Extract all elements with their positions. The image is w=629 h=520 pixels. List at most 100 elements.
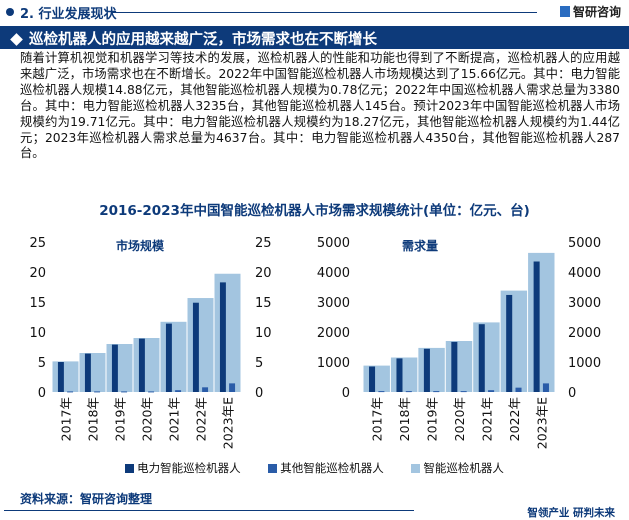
x-tick: 2018年: [397, 397, 412, 441]
x-tick: 2020年: [140, 397, 155, 441]
x-tick: 2023年E: [221, 397, 236, 449]
y-tick-left: 20: [29, 266, 46, 281]
body-paragraph: 随着计算机视觉和机器学习等技术的发展，巡检机器人的性能和功能也得到了不断提高，巡…: [20, 51, 620, 161]
y-tick-left: 2000: [317, 326, 350, 341]
logo-icon: [559, 6, 570, 17]
section-header: 2. 行业发展现状 智研咨询: [0, 0, 629, 24]
bar-other: [121, 391, 128, 393]
x-tick: 2017年: [59, 397, 74, 441]
y-tick-right: 3000: [568, 296, 601, 311]
x-tick: 2019年: [425, 397, 440, 441]
y-tick-right: 0: [255, 386, 263, 401]
y-tick-right: 5000: [568, 236, 601, 251]
bar-other: [460, 391, 467, 393]
bar-total: [418, 347, 445, 392]
x-tick: 2019年: [113, 397, 128, 441]
y-tick-right: 4000: [568, 266, 601, 281]
bar-other: [378, 391, 385, 393]
footer-divider: [4, 510, 414, 511]
y-tick-left: 4000: [317, 266, 350, 281]
legend-item-total: 智能巡检机器人: [411, 461, 504, 475]
chart-title: 2016-2023年中国智能巡检机器人市场需求规模统计(单位：亿元、台): [99, 203, 530, 219]
y-tick-left: 5: [38, 356, 46, 371]
y-tick-left: 3000: [317, 296, 350, 311]
y-tick-right: 1000: [568, 356, 601, 371]
x-tick: 2017年: [370, 397, 385, 441]
page-title: 巡检机器人的应用越来越广泛，市场需求也在不断增长: [29, 32, 377, 48]
bar-total: [106, 344, 133, 392]
bar-total: [133, 338, 160, 392]
x-tick: 2020年: [452, 397, 467, 441]
bar-power: [57, 362, 64, 392]
y-tick-right: 25: [255, 236, 272, 251]
y-tick-left: 10: [29, 326, 46, 341]
legend-swatch: [125, 464, 135, 473]
bar-power: [369, 366, 376, 392]
x-tick: 2018年: [86, 397, 101, 441]
bar-other: [229, 383, 236, 392]
bar-power: [506, 294, 513, 392]
bar-power: [219, 282, 226, 392]
bar-total: [528, 252, 555, 392]
bar-other: [175, 390, 182, 392]
legend-label: 电力智能巡检机器人: [137, 461, 241, 475]
bar-other: [433, 391, 440, 393]
bar-total: [390, 357, 418, 392]
x-tick: 2021年: [167, 397, 182, 441]
bar-total: [363, 365, 390, 392]
y-tick-right: 0: [568, 386, 576, 401]
x-tick: 2021年: [479, 397, 494, 441]
legend-item-other: 其他智能巡检机器人: [268, 461, 384, 475]
brand-logo: 智研咨询: [559, 3, 621, 20]
y-tick-left: 1000: [317, 356, 350, 371]
x-tick: 2023年E: [534, 397, 549, 449]
y-tick-left: 5000: [317, 236, 350, 251]
legend: 电力智能巡检机器人 其他智能巡检机器人 智能巡检机器人: [0, 460, 629, 476]
bar-other: [148, 391, 155, 393]
legend-swatch: [411, 464, 421, 473]
bar-power: [533, 261, 540, 392]
bar-other: [542, 383, 549, 392]
legend-label: 其他智能巡检机器人: [280, 461, 384, 475]
title-bar: 巡检机器人的应用越来越广泛，市场需求也在不断增长: [0, 26, 629, 49]
bar-total: [160, 321, 187, 392]
bullet-icon: [6, 8, 14, 16]
bar-total: [473, 322, 500, 392]
source-note: 资料来源：智研咨询整理: [20, 492, 153, 506]
slogan: 智领产业 研判未来: [527, 507, 615, 519]
x-tick: 2022年: [194, 397, 209, 441]
y-tick-left: 0: [342, 386, 350, 401]
bar-power: [478, 324, 485, 392]
bar-other: [94, 391, 101, 393]
bar-power: [396, 358, 403, 392]
x-tick: 2022年: [507, 397, 522, 441]
y-tick-right: 20: [255, 266, 272, 281]
subchart-title: 市场规模: [116, 238, 165, 253]
y-tick-right: 5: [255, 356, 263, 371]
legend-swatch: [268, 464, 278, 473]
bar-power: [111, 344, 118, 392]
bar-power: [138, 338, 145, 392]
bar-power: [165, 323, 172, 392]
y-tick-right: 10: [255, 326, 272, 341]
y-tick-left: 15: [29, 296, 46, 311]
subchart-title: 需求量: [402, 238, 438, 253]
y-tick-left: 25: [29, 236, 46, 251]
y-tick-left: 0: [38, 386, 46, 401]
bar-other: [488, 390, 495, 392]
bar-other: [405, 391, 412, 393]
bar-total: [79, 353, 106, 392]
bar-total: [187, 298, 214, 392]
divider: [112, 12, 537, 13]
bar-other: [515, 387, 522, 392]
bar-power: [423, 348, 430, 392]
legend-label: 智能巡检机器人: [423, 461, 504, 475]
bar-total: [500, 290, 528, 392]
bar-total: [445, 341, 473, 392]
bar-other: [67, 391, 74, 393]
brand-name: 智研咨询: [572, 5, 621, 19]
bar-power: [451, 341, 458, 392]
bar-power: [84, 353, 91, 392]
y-tick-right: 2000: [568, 326, 601, 341]
